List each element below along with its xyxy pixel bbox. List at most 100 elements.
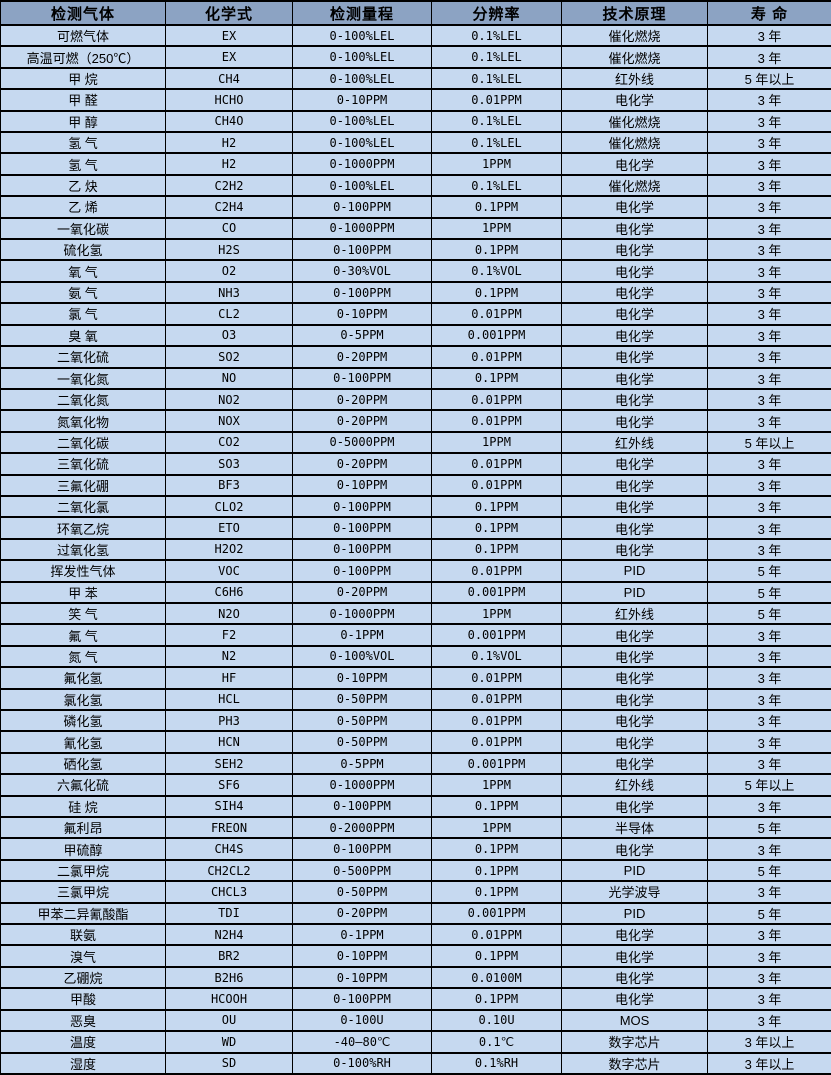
table-cell: 0-100PPM	[292, 238, 432, 262]
table-cell: 3 年	[707, 195, 831, 219]
table-cell: 0-50PPM	[292, 687, 432, 712]
table-cell: 电化学	[561, 88, 708, 112]
table-cell: HCOOH	[165, 987, 293, 1011]
table-row: 氢 气 H2 0-100%LEL 0.1%LEL 催化燃烧 3 年	[0, 131, 831, 155]
table-cell: 0.0100M	[431, 965, 562, 990]
table-cell: 3 年	[707, 644, 831, 669]
table-cell: 3 年	[707, 623, 831, 647]
table-row: 甲苯二异氰酸酯 TDI 0-20PPM 0.001PPM PID 5 年	[0, 901, 831, 926]
table-cell: 电化学	[561, 366, 708, 390]
table-cell: 电化学	[561, 152, 708, 176]
table-cell: 3 年	[707, 965, 831, 990]
table-row: 笑 气 N2O 0-1000PPM 1PPM 红外线 5 年	[0, 601, 831, 626]
table-cell: 电化学	[561, 923, 708, 947]
table-cell: 0-30%VOL	[292, 259, 432, 283]
table-cell: 3 年	[707, 366, 831, 390]
table-cell: 0.1%LEL	[431, 173, 562, 198]
table-row: 高温可燃（250℃） EX 0-100%LEL 0.1%LEL 催化燃烧 3 年	[0, 45, 831, 69]
table-cell: H2	[165, 131, 293, 155]
table-cell: B2H6	[165, 965, 293, 990]
table-cell: 磷化氢	[0, 708, 166, 733]
table-cell: 0-10PPM	[292, 473, 432, 497]
table-cell: 0-100PPM	[292, 280, 432, 305]
table-cell: CHCL3	[165, 880, 293, 904]
table-cell: 0-100U	[292, 1008, 432, 1033]
table-row: 乙 烯 C2H4 0-100PPM 0.1PPM 电化学 3 年	[0, 195, 831, 219]
table-cell: 氧 气	[0, 259, 166, 283]
table-cell: 1PPM	[431, 430, 562, 455]
column-header: 检测气体	[0, 0, 166, 26]
table-cell: 0.01PPM	[431, 345, 562, 369]
table-cell: 氮氧化物	[0, 409, 166, 433]
table-cell: 0-100PPM	[292, 366, 432, 390]
table-cell: 0-100PPM	[292, 195, 432, 219]
table-cell: 电化学	[561, 944, 708, 968]
table-row: 挥发性气体 VOC 0-100PPM 0.01PPM PID 5 年	[0, 559, 831, 583]
table-cell: HCN	[165, 730, 293, 754]
table-cell: 光学波导	[561, 880, 708, 904]
table-cell: 0.1PPM	[431, 858, 562, 883]
table-cell: 红外线	[561, 601, 708, 626]
table-cell: 0-2000PPM	[292, 816, 432, 840]
table-cell: CH2CL2	[165, 858, 293, 883]
table-cell: 5 年	[707, 901, 831, 926]
table-cell: 硅 烷	[0, 794, 166, 819]
table-row: 甲酸 HCOOH 0-100PPM 0.1PPM 电化学 3 年	[0, 987, 831, 1011]
table-cell: 电化学	[561, 837, 708, 861]
table-cell: 0-500PPM	[292, 858, 432, 883]
table-cell: 电化学	[561, 965, 708, 990]
table-cell: 三氧化硫	[0, 452, 166, 476]
table-cell: 3 年	[707, 516, 831, 540]
table-cell: 0-100PPM	[292, 537, 432, 562]
table-cell: 甲 醛	[0, 88, 166, 112]
table-row: 湿度 SD 0-100%RH 0.1%RH 数字芯片 3 年以上	[0, 1051, 831, 1075]
table-cell: 0.1PPM	[431, 794, 562, 819]
table-cell: 0-100%LEL	[292, 131, 432, 155]
table-cell: 电化学	[561, 623, 708, 647]
table-cell: 电化学	[561, 494, 708, 519]
table-cell: 催化燃烧	[561, 109, 708, 134]
table-cell: 催化燃烧	[561, 173, 708, 198]
table-cell: 3 年	[707, 794, 831, 819]
table-cell: 0.1PPM	[431, 195, 562, 219]
table-row: 氢 气 H2 0-1000PPM 1PPM 电化学 3 年	[0, 152, 831, 176]
table-cell: 0.01PPM	[431, 302, 562, 326]
table-cell: 0-1PPM	[292, 923, 432, 947]
column-header: 技术原理	[561, 0, 708, 26]
table-row: 溴气 BR2 0-10PPM 0.1PPM 电化学 3 年	[0, 944, 831, 968]
table-cell: 5 年	[707, 816, 831, 840]
column-header: 化学式	[165, 0, 293, 26]
table-cell: SEH2	[165, 751, 293, 776]
table-cell: 0.01PPM	[431, 923, 562, 947]
table-cell: 1PPM	[431, 216, 562, 241]
table-cell: 0-10PPM	[292, 965, 432, 990]
table-cell: 0-1PPM	[292, 623, 432, 647]
table-cell: 0.1%VOL	[431, 644, 562, 669]
table-cell: 3 年以上	[707, 1051, 831, 1075]
table-cell: O3	[165, 323, 293, 348]
table-cell: 5 年以上	[707, 430, 831, 455]
table-cell: 3 年	[707, 152, 831, 176]
table-row: 氟利昂 FREON 0-2000PPM 1PPM 半导体 5 年	[0, 816, 831, 840]
table-cell: 0-100PPM	[292, 794, 432, 819]
header-row: 检测气体 化学式 检测量程 分辨率 技术原理寿 命	[0, 0, 831, 26]
table-cell: 3 年	[707, 666, 831, 690]
table-cell: H2O2	[165, 537, 293, 562]
table-row: 臭 氧 O3 0-5PPM 0.001PPM 电化学 3 年	[0, 323, 831, 348]
table-cell: 0.001PPM	[431, 623, 562, 647]
table-cell: 0-100%LEL	[292, 109, 432, 134]
table-cell: H2S	[165, 238, 293, 262]
table-row: 氮 气 N2 0-100%VOL 0.1%VOL 电化学 3 年	[0, 644, 831, 669]
table-row: 硅 烷 SIH4 0-100PPM 0.1PPM 电化学 3 年	[0, 794, 831, 819]
table-cell: H2	[165, 152, 293, 176]
table-cell: 电化学	[561, 644, 708, 669]
table-cell: 0.01PPM	[431, 473, 562, 497]
table-cell: 3 年	[707, 687, 831, 712]
table-row: 可燃气体 EX 0-100%LEL 0.1%LEL 催化燃烧 3 年	[0, 23, 831, 48]
table-cell: SO3	[165, 452, 293, 476]
table-cell: 电化学	[561, 452, 708, 476]
table-cell: 3 年	[707, 45, 831, 69]
table-row: 甲 醇 CH4O 0-100%LEL 0.1%LEL 催化燃烧 3 年	[0, 109, 831, 134]
table-row: 联氨 N2H4 0-1PPM 0.01PPM 电化学 3 年	[0, 923, 831, 947]
table-cell: NOX	[165, 409, 293, 433]
